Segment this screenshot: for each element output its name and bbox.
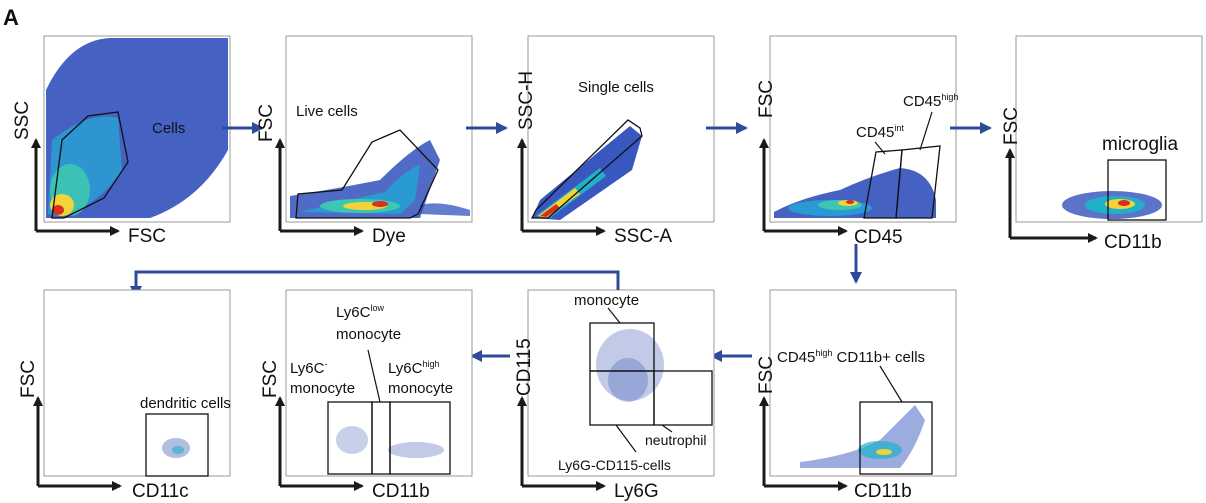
x-axis-label: Ly6G [614,481,659,502]
gate-ly6c-low-label: Ly6Clow [336,303,384,321]
panel-cd45high-cd11b: CD45high CD11b+ cells FSC CD11b [756,289,957,502]
gate-ly6c-high [389,401,451,475]
leader-line [367,349,381,403]
gate-ly6c-neg-word: monocyte [290,380,355,397]
figure-label: A [3,5,19,30]
gate-label: Cells [152,120,185,137]
leader-line [661,424,673,433]
leader-line [919,111,933,151]
x-axis-label: CD11b [372,481,430,502]
density-cloud [162,438,190,458]
density-cloud [336,426,444,458]
gate-rectangle [1107,159,1167,221]
y-axis-label: FSC [1001,107,1022,145]
panel-dendritic-cells: dendritic cells FSC CD11c [18,289,231,502]
gate-ly6c-neg-label: Ly6C- [290,359,327,377]
gate-label: CD45high CD11b+ cells [777,348,925,366]
y-axis-label: FSC [756,356,777,394]
gate-label: dendritic cells [140,395,231,412]
leader-line [879,365,903,403]
panel-microglia: microglia FSC CD11b [1001,35,1203,253]
panel-single-cells: Single cells SSC-H SSC-A [516,35,715,247]
panel-live-cells: Live cells FSC Dye [256,35,473,247]
gate-neg-label: Ly6G-CD115-cells [558,457,671,473]
gate-monocyte-label: monocyte [574,292,639,309]
gate-ly6c-high-word: monocyte [388,380,453,397]
leader-line [607,307,621,324]
y-axis-label: FSC [256,104,277,142]
gate-cd45high [895,145,941,219]
panel-ly6g-cd115: monocyte neutrophil Ly6G-CD115-cells CD1… [514,289,715,502]
y-axis-label: SSC [12,101,33,140]
gate-polygon [51,111,129,219]
x-axis-label: Dye [372,226,406,247]
y-axis-label: FSC [260,360,281,398]
gate-neutrophil [653,370,713,426]
x-axis-label: CD11c [132,481,189,502]
x-axis-label: FSC [128,226,166,247]
gate-rectangle [145,413,209,477]
density-cloud [596,329,664,402]
gate-cd45high-label: CD45high [903,92,958,110]
density-cloud [774,168,936,218]
x-axis-label: CD11b [1104,232,1162,253]
flow-arrow [130,270,620,298]
density-cloud [46,38,228,218]
x-axis-label: CD45 [854,227,903,248]
gate-polygon [530,119,643,219]
gate-cd45int-label: CD45int [856,123,904,141]
panel-ly6c-monocytes: Ly6Clow monocyte Ly6C- monocyte Ly6Chigh… [260,289,473,502]
panel-cells: Cells SSC FSC [12,35,231,247]
plot-frame [43,289,231,477]
density-cloud [290,140,470,218]
gate-label: microglia [1102,134,1178,155]
gate-polygon [295,129,439,219]
plot-frame [527,289,715,477]
leader-line [874,141,886,155]
y-axis-label: CD115 [514,338,535,396]
gate-rectangle [859,401,933,475]
gate-label: Single cells [578,79,654,96]
x-axis-label: SSC-A [614,226,672,247]
gate-neutrophil-label: neutrophil [645,432,707,448]
panel-cd45: CD45int CD45high FSC CD45 [756,35,958,248]
density-cloud [532,126,642,220]
gate-ly6c-high-label: Ly6Chigh [388,359,439,377]
y-axis-label: SSC-H [516,71,537,130]
gate-label: Live cells [296,103,358,120]
gate-ly6c-low-word: monocyte [336,326,401,343]
plot-frame [285,289,473,477]
x-axis-label: CD11b [854,481,912,502]
y-axis-label: FSC [756,80,777,118]
density-cloud [1062,191,1162,219]
density-cloud [800,405,925,468]
plot-frame [1015,35,1203,223]
leader-line [615,424,637,453]
y-axis-label: FSC [18,360,39,398]
